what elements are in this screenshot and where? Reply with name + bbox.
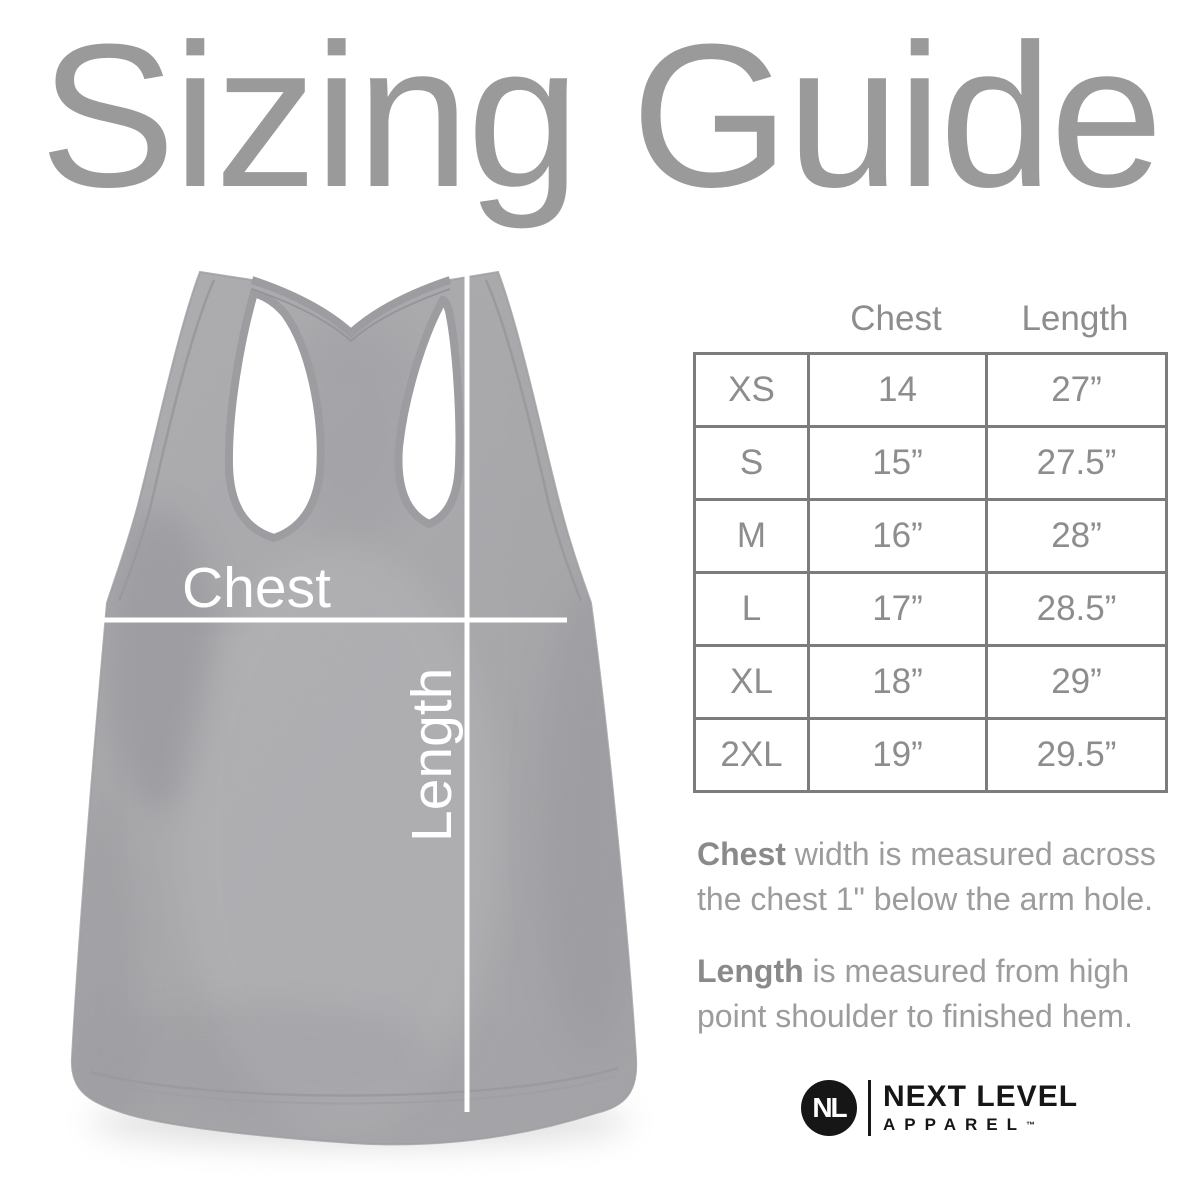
length-note-text: is measured from high point shoulder to … (697, 953, 1133, 1034)
size-cell: XS (693, 352, 810, 428)
chest-note: Chest width is measured across the chest… (697, 832, 1197, 922)
size-cell: S (693, 425, 810, 501)
nl-monogram-icon: NL (801, 1080, 857, 1136)
size-table-header-chest: Chest (850, 299, 942, 338)
chest-cell: 16” (807, 498, 988, 574)
logo-subname-text: APPAREL (883, 1114, 1026, 1134)
table-row: S 15” 27.5” (693, 425, 1168, 501)
length-measure-label: Length (400, 668, 464, 842)
length-cell: 29” (985, 644, 1168, 720)
length-note: Length is measured from high point shoul… (697, 949, 1197, 1039)
armhole-openings (228, 293, 460, 538)
table-row: XS 14 27” (693, 352, 1168, 428)
length-note-term: Length (697, 953, 804, 989)
table-row: XL 18” 29” (693, 644, 1168, 720)
size-cell: M (693, 498, 810, 574)
chest-note-term: Chest (697, 836, 786, 872)
length-cell: 28.5” (985, 571, 1168, 647)
trademark-symbol: ™ (1025, 1119, 1035, 1130)
chest-note-text: width is measured across the chest 1" be… (697, 836, 1156, 917)
measurement-notes: Chest width is measured across the chest… (697, 832, 1197, 1066)
size-table-header-length: Length (1021, 299, 1129, 338)
logo-divider (868, 1080, 871, 1136)
tank-top-photo: Chest Length (70, 270, 638, 1146)
chest-cell: 19” (807, 717, 988, 793)
size-cell: XL (693, 644, 810, 720)
chest-cell: 14 (807, 352, 988, 428)
logo-name: NEXT LEVEL (883, 1079, 1079, 1113)
tank-garment (70, 270, 638, 1146)
nl-monogram-text: NL (812, 1092, 847, 1123)
chest-cell: 18” (807, 644, 988, 720)
size-cell: 2XL (693, 717, 810, 793)
length-cell: 27” (985, 352, 1168, 428)
length-cell: 28” (985, 498, 1168, 574)
chest-cell: 15” (807, 425, 988, 501)
size-cell: L (693, 571, 810, 647)
table-row: 2XL 19” 29.5” (693, 717, 1168, 793)
logo-wordmark: NEXT LEVEL APPAREL™ (883, 1079, 1079, 1136)
logo-subname: APPAREL™ (883, 1114, 1078, 1136)
chest-cell: 17” (807, 571, 988, 647)
chest-measure-label: Chest (182, 556, 331, 620)
sizing-table: XS 14 27” S 15” 27.5” M 16” 28” L 17” 28… (693, 352, 1168, 793)
table-row: M 16” 28” (693, 498, 1168, 574)
table-row: L 17” 28.5” (693, 571, 1168, 647)
next-level-apparel-logo: NL NEXT LEVEL APPAREL™ (801, 1080, 1078, 1136)
page-title: Sizing Guide (39, 2, 1164, 230)
length-cell: 29.5” (985, 717, 1168, 793)
length-cell: 27.5” (985, 425, 1168, 501)
